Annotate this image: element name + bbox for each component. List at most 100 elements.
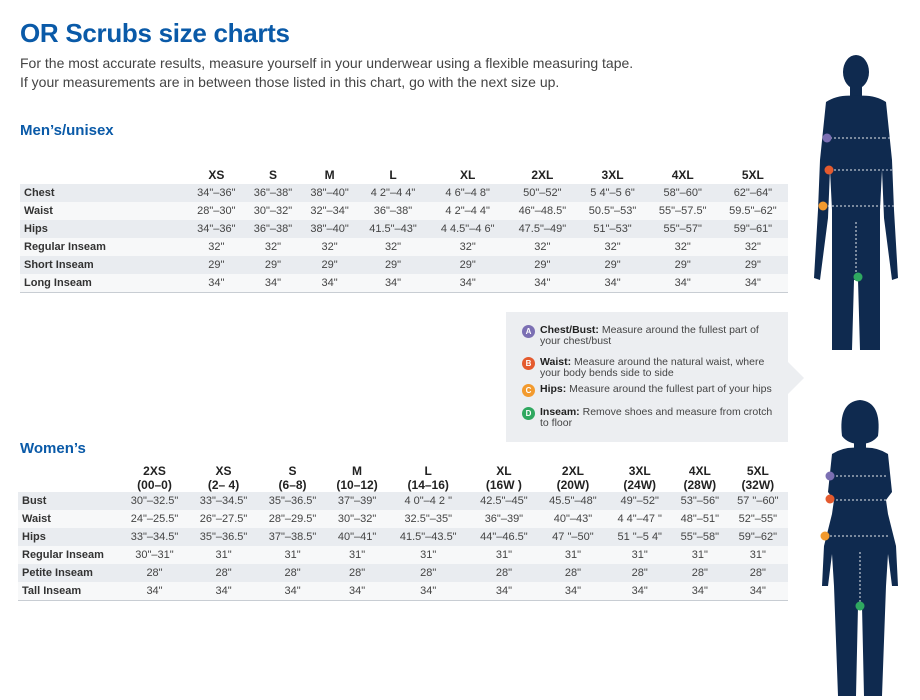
- womens-size-header: 2XL (20W): [538, 462, 607, 492]
- legend-text: Inseam: Remove shoes and measure from cr…: [540, 407, 780, 429]
- legend-pointer: [788, 362, 804, 394]
- size-label: S: [288, 464, 297, 478]
- table-cell: 31": [258, 546, 328, 564]
- table-cell: 31": [672, 546, 728, 564]
- mens-header-row: XS S M L XL 2XL 3XL 4XL 5XL: [20, 162, 788, 184]
- size-alt-label: (2– 4): [207, 478, 240, 492]
- table-cell: 28": [672, 564, 728, 582]
- size-label: M: [352, 464, 363, 478]
- mens-size-header: 5XL: [741, 168, 764, 182]
- table-cell: 32": [357, 238, 429, 256]
- row-label: Hips: [18, 528, 120, 546]
- table-cell: 55"–58": [672, 528, 728, 546]
- legend-term: Waist:: [540, 356, 572, 368]
- size-alt-label: (14–16): [407, 478, 449, 492]
- table-cell: 34": [357, 274, 429, 293]
- badge-a-icon: A: [522, 325, 535, 338]
- table-cell: 31": [538, 546, 608, 564]
- legend-item-inseam: D Inseam: Remove shoes and measure from …: [522, 407, 780, 429]
- table-cell: 37"–39": [327, 492, 388, 510]
- size-alt-label: (32W): [741, 478, 775, 492]
- row-label: Regular Inseam: [18, 546, 120, 564]
- table-cell: 34": [301, 274, 358, 293]
- table-cell: 34": [244, 274, 302, 293]
- table-cell: 44"–46.5": [469, 528, 539, 546]
- table-cell: 31": [469, 546, 539, 564]
- table-cell: 29": [428, 256, 508, 274]
- table-cell: 4 6"–4 8": [428, 184, 508, 202]
- size-label: 3XL: [628, 464, 651, 478]
- table-cell: 34": [428, 274, 508, 293]
- table-cell: 50"–52": [507, 184, 578, 202]
- size-label: L: [424, 464, 432, 478]
- legend-desc: Remove shoes and measure from crotch to …: [540, 406, 773, 429]
- legend-item-hips: C Hips: Measure around the fullest part …: [522, 383, 780, 397]
- size-alt-label: (20W): [556, 478, 590, 492]
- table-cell: 34": [120, 582, 190, 601]
- size-alt-label: (16W ): [485, 478, 522, 492]
- table-cell: 31": [327, 546, 388, 564]
- row-label: Waist: [20, 202, 188, 220]
- table-cell: 29": [357, 256, 429, 274]
- table-cell: 34": [387, 582, 470, 601]
- table-row: Waist 28"–30" 30"–32" 32"–34" 36"–38" 4 …: [20, 202, 788, 220]
- table-cell: 28": [727, 564, 788, 582]
- measurement-legend: A Chest/Bust: Measure around the fullest…: [506, 312, 788, 442]
- table-row: Hips 33"–34.5" 35"–36.5" 37"–38.5" 40"–4…: [18, 528, 788, 546]
- table-cell: 30"–32.5": [120, 492, 190, 510]
- table-cell: 34": [577, 274, 648, 293]
- table-row: Regular Inseam 32" 32" 32" 32" 32" 32" 3…: [20, 238, 788, 256]
- mens-size-header: XL: [460, 168, 476, 182]
- table-cell: 28": [538, 564, 608, 582]
- womens-size-header: 4XL (28W): [672, 462, 728, 492]
- badge-b-icon: B: [522, 357, 535, 370]
- table-row: Waist 24"–25.5" 26"–27.5" 28"–29.5" 30"–…: [18, 510, 788, 528]
- table-cell: 29": [188, 256, 245, 274]
- row-label: Regular Inseam: [20, 238, 188, 256]
- table-cell: 28": [189, 564, 259, 582]
- size-label: XL: [496, 464, 512, 478]
- table-cell: 33"–34.5": [120, 528, 190, 546]
- table-cell: 36"–39": [469, 510, 539, 528]
- badge-d-icon: D: [522, 407, 535, 420]
- intro-line-2: If your measurements are in between thos…: [20, 74, 560, 90]
- legend-desc: Measure around the fullest part of your …: [566, 383, 772, 395]
- table-row: Short Inseam 29" 29" 29" 29" 29" 29" 29"…: [20, 256, 788, 274]
- legend-desc: Measure around the natural waist, where …: [540, 356, 765, 379]
- table-cell: 51"–53": [577, 220, 648, 238]
- table-cell: 55"–57.5": [647, 202, 718, 220]
- table-cell: 36"–38": [357, 202, 429, 220]
- table-row: Long Inseam 34" 34" 34" 34" 34" 34" 34" …: [20, 274, 788, 293]
- table-cell: 34": [647, 274, 718, 293]
- mens-size-header: M: [324, 168, 335, 182]
- row-label: Chest: [20, 184, 188, 202]
- legend-term: Hips:: [540, 383, 567, 395]
- table-cell: 32": [428, 238, 508, 256]
- table-cell: 40"–43": [538, 510, 608, 528]
- table-cell: 30"–32": [244, 202, 302, 220]
- table-cell: 32": [717, 238, 788, 256]
- table-cell: 50.5"–53": [577, 202, 648, 220]
- mens-heading: Men’s/unisex: [20, 122, 114, 139]
- mens-size-header: S: [268, 168, 277, 182]
- male-figure-illustration: [814, 55, 898, 350]
- table-cell: 34": [258, 582, 328, 601]
- table-cell: 30"–32": [327, 510, 388, 528]
- table-cell: 41.5"–43": [357, 220, 429, 238]
- table-cell: 62"–64": [717, 184, 788, 202]
- row-label: Tall Inseam: [18, 582, 120, 601]
- table-cell: 28": [327, 564, 388, 582]
- womens-heading: Women’s: [20, 440, 86, 457]
- table-cell: 31": [189, 546, 259, 564]
- table-cell: 31": [607, 546, 672, 564]
- page-title: OR Scrubs size charts: [20, 18, 290, 48]
- table-cell: 4 2"–4 4": [357, 184, 429, 202]
- size-alt-label: (24W): [623, 478, 657, 492]
- table-row: Tall Inseam 34" 34" 34" 34" 34" 34" 34" …: [18, 582, 788, 601]
- mens-size-header: L: [389, 168, 397, 182]
- legend-desc: Measure around the fullest part of your …: [540, 324, 759, 347]
- row-label: Long Inseam: [20, 274, 188, 293]
- womens-size-header: M (10–12): [327, 462, 387, 492]
- table-cell: 32": [244, 238, 302, 256]
- row-label: Short Inseam: [20, 256, 188, 274]
